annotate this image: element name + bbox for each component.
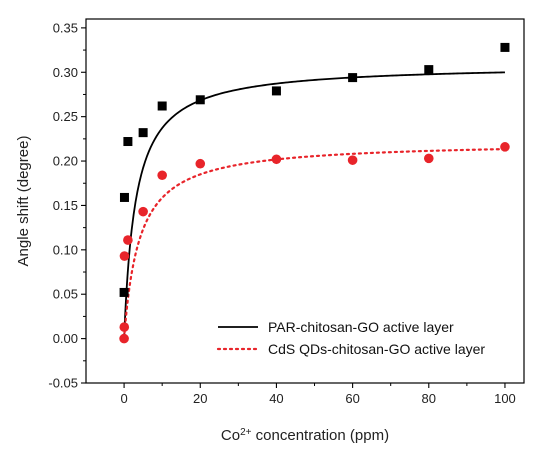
data-point-series-1	[157, 170, 167, 181]
y-tick-label: 0.20	[53, 154, 78, 169]
data-points	[119, 42, 510, 344]
legend-label-cds: CdS QDs-chitosan-GO active layer	[268, 341, 485, 357]
data-point-series-0	[271, 86, 281, 96]
legend-label-par: PAR-chitosan-GO active layer	[268, 319, 454, 335]
data-point-series-1	[500, 142, 510, 152]
x-tick-label: 80	[422, 391, 436, 406]
data-point-series-0	[500, 42, 510, 52]
data-point-series-1	[119, 322, 130, 332]
data-point-series-0	[123, 137, 133, 147]
data-point-series-1	[423, 153, 434, 164]
data-point-series-1	[138, 206, 148, 217]
x-axis-label-suffix: concentration (ppm)	[252, 427, 390, 444]
y-tick-label: 0.30	[53, 65, 78, 80]
data-point-series-0	[157, 101, 167, 111]
data-point-series-0	[195, 95, 205, 105]
y-tick-label: 0.35	[53, 20, 78, 35]
data-point-series-1	[271, 154, 282, 165]
data-point-series-1	[347, 155, 358, 165]
y-axis-label: Angle shift (degree)	[15, 136, 32, 267]
data-point-series-1	[195, 158, 206, 169]
y-tick-label: -0.05	[48, 376, 78, 391]
data-point-series-0	[138, 128, 148, 138]
y-tick-label: 0.10	[53, 242, 78, 257]
legend: PAR-chitosan-GO active layer CdS QDs-chi…	[216, 319, 485, 357]
x-tick-label: 0	[120, 391, 127, 406]
x-tick-label: 60	[345, 391, 359, 406]
data-point-series-1	[119, 333, 129, 344]
x-tick-label: 20	[193, 391, 207, 406]
plot-frame	[85, 18, 525, 384]
fit-curve-series-1	[122, 148, 507, 340]
data-point-series-1	[119, 251, 130, 261]
x-axis-label-prefix: Co	[221, 427, 240, 444]
axis-ticks: 0 20 40 60 80 100 -0.05 0.00 0.05 0.10 0.15 0.20 0.2…	[48, 20, 515, 406]
data-point-series-1	[123, 235, 133, 245]
x-tick-label: 40	[269, 391, 283, 406]
y-tick-label: 0.00	[53, 331, 78, 346]
fit-curve-series-0	[123, 71, 505, 339]
x-axis-label-sup: 2+	[240, 427, 252, 438]
y-tick-label: 0.25	[53, 109, 78, 124]
y-tick-label: 0.15	[53, 198, 78, 213]
x-axis-label: Co2+ concentration (ppm)	[221, 427, 389, 445]
data-point-series-0	[119, 287, 129, 297]
data-point-series-0	[424, 65, 434, 75]
y-tick-label: 0.05	[53, 287, 78, 302]
fit-curves	[122, 71, 507, 340]
data-point-series-0	[348, 73, 358, 83]
data-point-series-0	[119, 192, 129, 202]
x-tick-label: 100	[494, 391, 516, 406]
